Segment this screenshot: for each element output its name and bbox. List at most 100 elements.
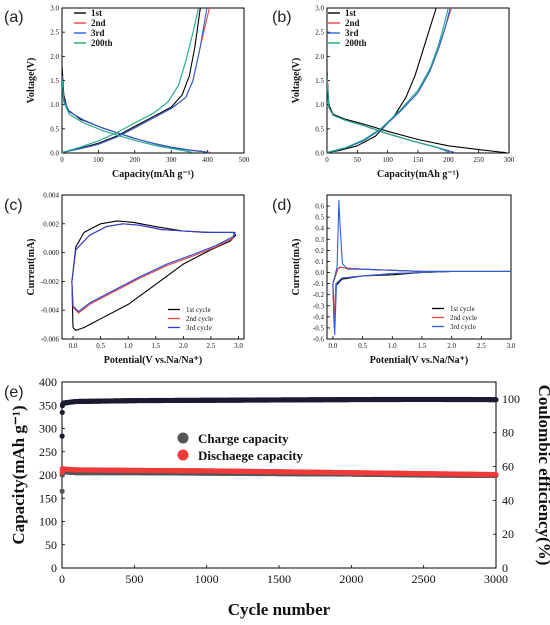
- x-tick-label: 1500: [267, 572, 291, 586]
- x-tick-label: 2.5: [477, 342, 486, 350]
- y-tick-label: -0.6: [313, 336, 325, 344]
- y-tick-label: 1.5: [315, 77, 324, 85]
- y-right-tick-label: 0: [502, 561, 508, 575]
- x-axis-title: Potential(V vs.Na/Na⁺): [104, 355, 202, 366]
- discharge-curve: [62, 80, 194, 153]
- y-tick-label: 0.1: [315, 258, 324, 266]
- y-tick-label: 250: [39, 445, 57, 459]
- plot-area: [71, 220, 237, 331]
- y-tick-label: 50: [45, 538, 57, 552]
- legend-label: 1st: [345, 8, 356, 18]
- x-tick-label: 300: [166, 156, 177, 164]
- legend-label: 3rd: [91, 28, 105, 38]
- x-tick-label: 500: [125, 572, 143, 586]
- series-dischaege-capacity: [59, 465, 499, 478]
- x-tick-label: 3.0: [234, 342, 243, 350]
- cv-curve: [71, 220, 237, 331]
- charge-curve: [327, 8, 437, 153]
- legend-label: 3rd cycle: [186, 324, 212, 332]
- series-3rd: [62, 8, 210, 153]
- plot-area: [327, 8, 507, 153]
- x-tick-label: 250: [473, 156, 484, 164]
- y-right-tick-label: 100: [502, 392, 520, 406]
- y-tick-label: 200: [39, 468, 57, 482]
- y-tick-label: 100: [39, 515, 57, 529]
- series-coulombic-efficiency: [59, 396, 499, 439]
- y-tick-label: -0.5: [313, 324, 325, 332]
- discharge-curve: [327, 75, 455, 153]
- x-tick-label: 2500: [412, 572, 436, 586]
- y-tick-label: 0.0: [315, 269, 324, 277]
- x-tick-label: 2000: [339, 572, 363, 586]
- y-right-axis-title: Coulombic efficiency(%): [535, 385, 550, 566]
- y-tick-label: 0.3: [315, 236, 324, 244]
- y-tick-label: 0: [51, 561, 57, 575]
- x-axis-title: Cycle number: [228, 600, 331, 619]
- x-tick-label: 1000: [195, 572, 219, 586]
- x-tick-label: 200: [443, 156, 454, 164]
- legend-label: Dischaege capacity: [198, 448, 304, 463]
- charge-curve: [62, 8, 200, 153]
- x-tick-label: 150: [413, 156, 424, 164]
- x-tick-label: 1.5: [418, 342, 427, 350]
- y-right-tick-label: 80: [502, 426, 514, 440]
- x-tick-label: 3.0: [507, 342, 516, 350]
- panel-label: (c): [4, 197, 23, 214]
- series-200th: [327, 8, 449, 153]
- y-tick-label: 0.004: [43, 192, 59, 200]
- legend-label: 3rd cycle: [450, 323, 476, 331]
- x-tick-label: 100: [382, 156, 393, 164]
- plot-frame: [61, 7, 245, 154]
- chart-panel-2: (b) 0 50 100 150 200 250 300 0.0 0.5 1.0 1.5 2.0 2.5 3…: [272, 5, 515, 181]
- y-tick-label: 0.5: [315, 125, 324, 133]
- charge-curve: [327, 8, 451, 153]
- x-tick-label: 3000: [484, 572, 508, 586]
- x-tick-label: 0: [59, 572, 65, 586]
- panel-label: (b): [272, 9, 292, 26]
- series-3rd-cycle: [332, 199, 511, 336]
- y-axis-title: Capacity(mAh g⁻¹): [9, 405, 28, 544]
- y-tick-label: 0.002: [43, 220, 59, 228]
- panel-label: (a): [4, 9, 24, 26]
- y-tick-label: 0.0: [50, 150, 59, 158]
- legend-label: 2nd: [345, 18, 360, 28]
- y-tick-label: 1.0: [315, 101, 324, 109]
- y-tick-label: 1.5: [50, 77, 59, 85]
- y-tick-label: 3.0: [315, 5, 324, 13]
- y-axis-title: Current(mA): [291, 238, 302, 295]
- series-3rd-cycle: [71, 223, 236, 313]
- panel-label: (e): [4, 384, 24, 401]
- x-axis-title: Capacity(mAh g⁻¹): [112, 169, 194, 180]
- y-tick-label: 0.0: [315, 150, 324, 158]
- x-tick-label: 2.0: [179, 342, 188, 350]
- x-tick-label: 0.5: [358, 342, 367, 350]
- cv-curve: [332, 266, 511, 323]
- y-right-tick-label: 20: [502, 527, 514, 541]
- y-tick-label: 1.0: [50, 101, 59, 109]
- x-tick-label: 2.5: [207, 342, 216, 350]
- legend-label: 200th: [91, 38, 113, 48]
- data-point: [493, 471, 499, 478]
- y-tick-label: 3.0: [50, 5, 59, 13]
- x-axis-title: Potential(V vs.Na/Na⁺): [370, 355, 468, 366]
- x-axis-title: Capacity(mAh g⁻¹): [377, 169, 459, 180]
- y-tick-label: -0.3: [313, 302, 325, 310]
- data-point: [59, 433, 65, 439]
- data-point: [59, 409, 65, 416]
- y-axis-title: Voltage(V): [291, 58, 302, 104]
- y-right-tick-label: 60: [502, 460, 514, 474]
- legend-label: 2nd cycle: [186, 315, 213, 323]
- plot-frame: [326, 194, 512, 340]
- chart-panel-5: (e)0 500 1000 1500 2000 2500 30000501001502002…: [4, 375, 550, 619]
- y-tick-label: 350: [39, 398, 57, 412]
- y-tick-label: -0.004: [41, 307, 60, 315]
- y-tick-label: 2.0: [50, 53, 59, 61]
- plot-frame: [61, 194, 245, 340]
- x-tick-label: 50: [354, 156, 362, 164]
- x-tick-label: 2.0: [447, 342, 456, 350]
- legend-label: 1st cycle: [450, 305, 475, 313]
